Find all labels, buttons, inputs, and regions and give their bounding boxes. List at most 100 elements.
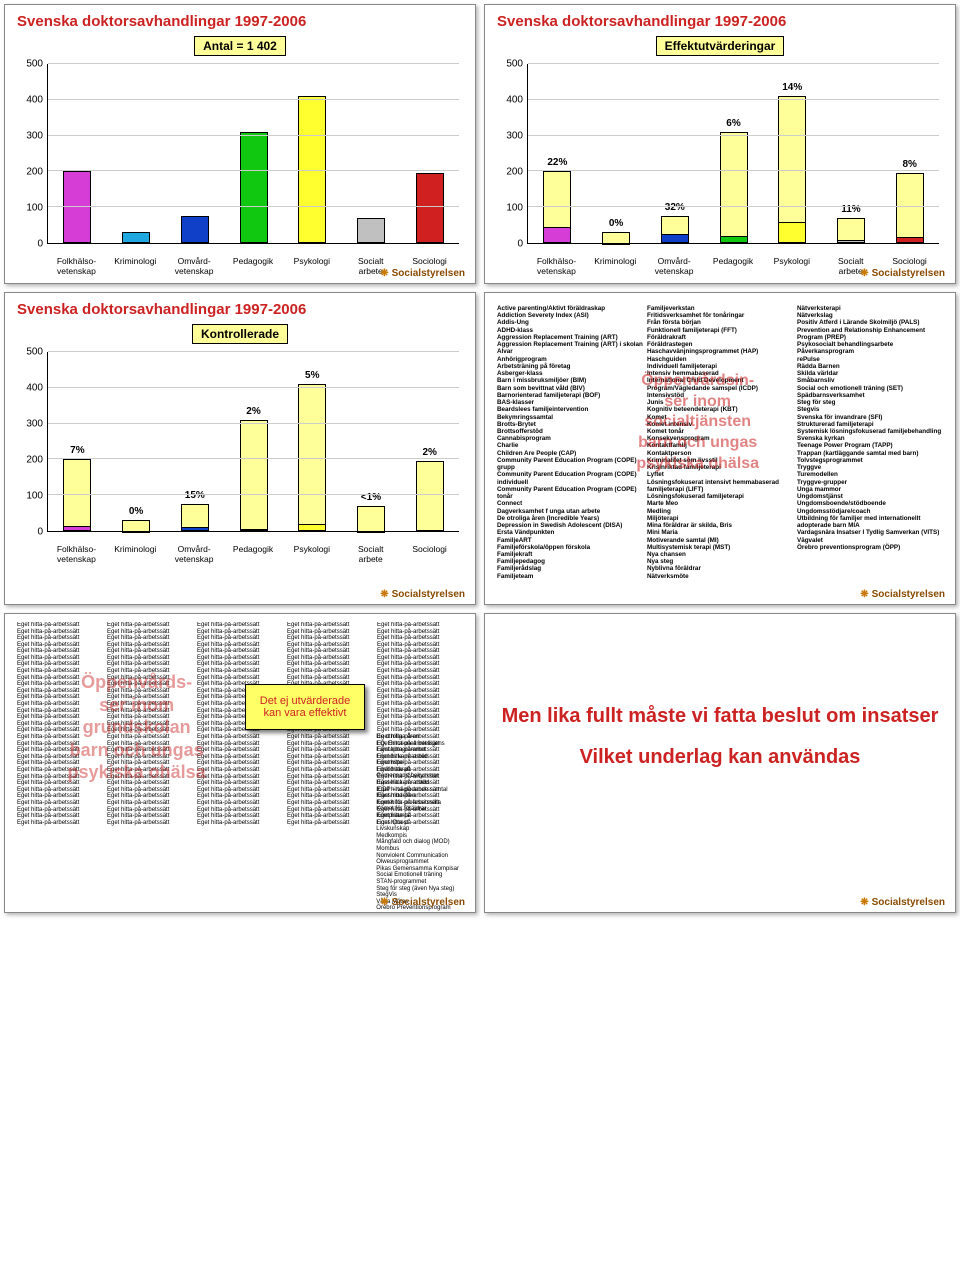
program-item: Addis-Ung [497, 319, 643, 326]
program-item: Lösningsfokuserad familjeterapi [647, 493, 793, 500]
program-item: Dagverksamhet f unga utan arbete [497, 508, 643, 515]
program-item: Community Parent Education Program (COPE… [497, 471, 643, 485]
program-item: Ungdomstjänst [797, 493, 943, 500]
program-item: Medling [647, 508, 793, 515]
program-item: Miljöterapi [647, 515, 793, 522]
panel6-line2: Vilket underlag kan användas [580, 746, 861, 769]
program-item: Ersta Vändpunkten [497, 529, 643, 536]
program-item: De otroliga åren (Incredible Years) [497, 515, 643, 522]
program-item: Lösningsfokuserat intensivt hemmabaserad… [647, 479, 793, 493]
panel-5: Eget hitta-på-arbetssättEget hitta-på-ar… [4, 613, 476, 913]
program-item: Mina föräldrar är skilda, Bris [647, 522, 793, 529]
program-item: Vardagsnära Insatser I Tydlig Samverkan … [797, 529, 943, 536]
program-item: Community Parent Education Program (COPE… [497, 457, 643, 471]
program-item: Tolvstegsprogrammet [797, 457, 943, 464]
program-item: Svenska kyrkan [797, 435, 943, 442]
program-item: Komet tonår [647, 428, 793, 435]
program-item: Barn som bevittnat våld (BIV) [497, 385, 643, 392]
program-item: Aggression Replacement Training (ART) i … [497, 341, 643, 348]
program-item: Lyftet [647, 471, 793, 478]
program-item: Kontaktperson [647, 450, 793, 457]
program-item: Familjeförskola/öppen förskola [497, 544, 643, 551]
program-item: Nya steg [647, 558, 793, 565]
program-item: Community Parent Education Program (COPE… [497, 486, 643, 500]
program-item: Individuell familjeterapi [647, 363, 793, 370]
program-item: Svenska för invandrare (SFI) [797, 414, 943, 421]
program-item: Brottsofferstöd [497, 428, 643, 435]
program-item: Barnorienterad familjeterapi (BOF) [497, 392, 643, 399]
program-item: Social och emotionell träning (SET) [797, 385, 943, 392]
logo: Socialstyrelsen [860, 589, 945, 600]
panel-2: Svenska doktorsavhandlingar 1997-2006 Ef… [484, 4, 956, 284]
program-item: Nätverkslag [797, 312, 943, 319]
program-item: Kontaktfamilj [647, 442, 793, 449]
program-item: Charlie [497, 442, 643, 449]
program-item: Mini Maria [647, 529, 793, 536]
program-item: Nätverksmöte [647, 573, 793, 580]
program-item: Bekymringssamtal [497, 414, 643, 421]
program-item: Unga mammor [797, 486, 943, 493]
program-item: Addiction Severety Index (ASI) [497, 312, 643, 319]
panel3-chart: 0100200300400500 7%0%15%2%5%<1%2% Folkhä… [17, 352, 463, 532]
program-item: Trappan (kartläggande samtal med barn) [797, 450, 943, 457]
program-item: Teenage Power Program (TAPP) [797, 442, 943, 449]
program-item: Utbildning för familjer med internatione… [797, 515, 943, 529]
program-item: Motiverande samtal (MI) [647, 537, 793, 544]
program-item: Familjerådslag [497, 565, 643, 572]
program-item: Nätverksterapi [797, 305, 943, 312]
program-item: Junis [647, 399, 793, 406]
panel1-subtitle: Antal = 1 402 [194, 36, 286, 56]
panel-4: Active parenting/Aktivt föräldraskapAddi… [484, 292, 956, 605]
program-item: Funktionell familjeterapi (FFT) [647, 327, 793, 334]
logo: Socialstyrelsen [380, 897, 465, 908]
program-item: BAS-klasser [497, 399, 643, 406]
program-item: Active parenting/Aktivt föräldraskap [497, 305, 643, 312]
program-item: Intensiv hemmabaserad [647, 370, 793, 377]
program-item: Krisinriktad familjeterapi [647, 464, 793, 471]
program-item: Kriminalitet som livsstil [647, 457, 793, 464]
panel-6: Men lika fullt måste vi fatta beslut om … [484, 613, 956, 913]
program-item: Föräldrastegen [647, 341, 793, 348]
program-item: Nyblivna föräldrar [647, 565, 793, 572]
program-item: Marte Meo [647, 500, 793, 507]
program-item: Beardslees familjeintervention [497, 406, 643, 413]
program-item: Intensivstöd [647, 392, 793, 399]
panel6-line1: Men lika fullt måste vi fatta beslut om … [502, 705, 939, 728]
program-item: Brotts-Brytet [497, 421, 643, 428]
program-item: FamiljeART [497, 537, 643, 544]
program-item: Anhörigprogram [497, 356, 643, 363]
program-item: Konsekvensprogram [647, 435, 793, 442]
program-item: Från första början [647, 319, 793, 326]
program-item: Systemisk lösningsfokuserad familjebehan… [797, 428, 943, 435]
panel1-title: Svenska doktorsavhandlingar 1997-2006 [17, 13, 463, 30]
panel-1: Svenska doktorsavhandlingar 1997-2006 An… [4, 4, 476, 284]
program-item: Ungdomsstödjare/coach [797, 508, 943, 515]
logo: Socialstyrelsen [860, 897, 945, 908]
program-item: Connect [497, 500, 643, 507]
program-item: International Child Development Program/… [647, 377, 793, 391]
panel3-title: Svenska doktorsavhandlingar 1997-2006 [17, 301, 463, 318]
program-item: Föräldrakraft [647, 334, 793, 341]
logo: Socialstyrelsen [380, 268, 465, 279]
panel2-chart: 0100200300400500 22%0%32%6%14%11%8% Folk… [497, 64, 943, 244]
logo: Socialstyrelsen [380, 589, 465, 600]
program-item: Komet intensiv [647, 421, 793, 428]
panel5-side-list: De otroliga årenEQ, Emotionell intellige… [376, 734, 459, 912]
program-item: Positiv Atferd i Lärande Skolmiljö (PALS… [797, 319, 943, 326]
program-item: rePulse [797, 356, 943, 363]
program-item: Prevention and Relationship Enhancement … [797, 327, 943, 341]
program-item: Kognitiv beteendeterapi (KBT) [647, 406, 793, 413]
panel-3: Svenska doktorsavhandlingar 1997-2006 Ko… [4, 292, 476, 605]
program-item: Asberger-klass [497, 370, 643, 377]
callout: Det ej utvärderade kan vara effektivt [245, 684, 365, 730]
panel2-subtitle: Effektutvärderingar [656, 36, 785, 56]
program-item: Tryggve-grupper [797, 479, 943, 486]
program-item: Turemodellen [797, 471, 943, 478]
program-item: Familjeteam [497, 573, 643, 580]
logo: Socialstyrelsen [860, 268, 945, 279]
program-item: Familjekraft [497, 551, 643, 558]
program-item: Spädbarnsverksamhet [797, 392, 943, 399]
program-item: Depression in Swedish Adolescent (DISA) [497, 522, 643, 529]
program-item: Påverkansprogram [797, 348, 943, 355]
panel1-chart: 0100200300400500 Folkhälso-vetenskapKrim… [17, 64, 463, 244]
